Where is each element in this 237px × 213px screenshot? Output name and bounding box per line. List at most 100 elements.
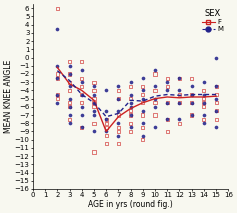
Point xyxy=(68,85,71,88)
Point xyxy=(165,81,169,84)
Point xyxy=(55,27,59,30)
Point xyxy=(141,134,145,137)
Point xyxy=(153,85,157,88)
Point xyxy=(80,105,84,109)
Point xyxy=(80,60,84,63)
Point xyxy=(104,117,108,121)
Point xyxy=(190,113,194,117)
Point xyxy=(190,101,194,104)
Point xyxy=(55,64,59,68)
Point xyxy=(214,109,218,113)
Point xyxy=(129,113,132,117)
Point xyxy=(141,76,145,80)
Point xyxy=(92,101,96,104)
Point xyxy=(165,117,169,121)
Point xyxy=(202,101,206,104)
Point xyxy=(92,105,96,109)
Point xyxy=(178,76,181,80)
Point xyxy=(104,117,108,121)
Point xyxy=(190,101,194,104)
Point xyxy=(55,76,59,80)
Point xyxy=(117,113,120,117)
Point xyxy=(153,72,157,76)
Point xyxy=(165,76,169,80)
Point xyxy=(104,122,108,125)
Point xyxy=(80,81,84,84)
Point xyxy=(141,113,145,117)
Point xyxy=(104,130,108,133)
Point xyxy=(165,117,169,121)
Point xyxy=(141,89,145,92)
Y-axis label: MEAN KNEE ANGLE: MEAN KNEE ANGLE xyxy=(4,60,13,133)
Point xyxy=(68,105,71,109)
Point xyxy=(80,85,84,88)
Point xyxy=(129,101,132,104)
Point xyxy=(214,56,218,59)
Point xyxy=(165,85,169,88)
Point xyxy=(141,126,145,129)
Point xyxy=(92,109,96,113)
Point xyxy=(214,126,218,129)
Point xyxy=(80,126,84,129)
Point xyxy=(80,68,84,72)
Point xyxy=(117,130,120,133)
Point xyxy=(117,85,120,88)
Point xyxy=(153,68,157,72)
Point xyxy=(92,89,96,92)
Point xyxy=(129,109,132,113)
Point xyxy=(202,122,206,125)
Point xyxy=(92,93,96,96)
Point xyxy=(129,126,132,129)
Point xyxy=(214,85,218,88)
Point xyxy=(55,76,59,80)
Point xyxy=(68,60,71,63)
Point xyxy=(68,122,71,125)
Point xyxy=(80,113,84,117)
Point xyxy=(202,113,206,117)
Point xyxy=(68,89,71,92)
Point xyxy=(141,93,145,96)
Legend: F, M: F, M xyxy=(201,8,225,33)
Point xyxy=(190,93,194,96)
Point xyxy=(104,126,108,129)
Point xyxy=(80,93,84,96)
Point xyxy=(92,122,96,125)
Point xyxy=(153,105,157,109)
Point xyxy=(68,72,71,76)
Point xyxy=(68,64,71,68)
Point xyxy=(178,89,181,92)
Point xyxy=(55,93,59,96)
Point xyxy=(68,113,71,117)
Point xyxy=(117,122,120,125)
Point xyxy=(178,93,181,96)
Point xyxy=(202,93,206,96)
Point xyxy=(129,130,132,133)
Point xyxy=(117,97,120,100)
Point xyxy=(202,97,206,100)
Point xyxy=(141,138,145,141)
Point xyxy=(92,97,96,100)
Point xyxy=(104,89,108,92)
Point xyxy=(92,150,96,154)
Point xyxy=(92,85,96,88)
Point xyxy=(68,117,71,121)
Point xyxy=(80,101,84,104)
Point xyxy=(165,101,169,104)
Point xyxy=(68,105,71,109)
Point xyxy=(153,101,157,104)
Point xyxy=(178,122,181,125)
Point xyxy=(129,113,132,117)
Point xyxy=(80,126,84,129)
Point xyxy=(153,113,157,117)
Point xyxy=(129,122,132,125)
Point xyxy=(68,72,71,76)
Point xyxy=(202,81,206,84)
Point xyxy=(129,85,132,88)
Point xyxy=(214,97,218,100)
Point xyxy=(214,109,218,113)
Point xyxy=(165,89,169,92)
Point xyxy=(141,85,145,88)
Point xyxy=(129,81,132,84)
Point xyxy=(55,97,59,100)
Point xyxy=(117,142,120,145)
